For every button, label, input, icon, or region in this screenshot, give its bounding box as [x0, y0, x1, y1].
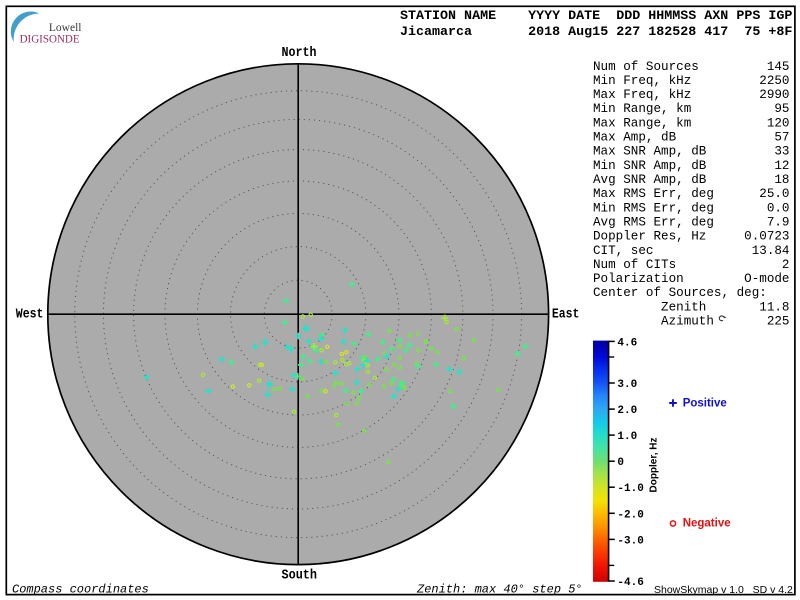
svg-text:Max Freq, kHz 2990: Max Freq, kHz 2990 [593, 88, 790, 102]
svg-text:Min Freq, kHz 2250: Min Freq, kHz 2250 [593, 74, 790, 88]
svg-text:Avg SNR Amp, dB 18: Avg SNR Amp, dB 18 [593, 173, 790, 187]
svg-text:East: East [552, 307, 580, 323]
svg-text:-3.0: -3.0 [617, 535, 643, 547]
svg-text:Max RMS Err, deg 25.0: Max RMS Err, deg 25.0 [593, 187, 790, 201]
svg-text:Num of Sources 145: Num of Sources 145 [593, 60, 790, 74]
svg-text:Min Range, km 95: Min Range, km 95 [593, 102, 790, 116]
svg-text:Positive: Positive [683, 398, 727, 410]
svg-text:-1.0: -1.0 [617, 483, 643, 495]
svg-text:Negative: Negative [683, 518, 731, 530]
svg-text:Avg RMS Err, deg 7.9: Avg RMS Err, deg 7.9 [593, 215, 790, 229]
svg-text:STATION NAME YYYY DATE DDD: STATION NAME YYYY DATE DDD HHMMSS AXN PP… [400, 9, 792, 24]
svg-text:2.0: 2.0 [617, 405, 637, 417]
svg-text:4.6: 4.6 [617, 337, 637, 349]
svg-text:North: North [282, 45, 317, 61]
svg-text:Polarization O-mode: Polarization O-mode [593, 272, 790, 286]
svg-text:-2.0: -2.0 [617, 509, 643, 521]
svg-text:0: 0 [617, 457, 624, 469]
svg-text:-4.6: -4.6 [617, 577, 643, 589]
svg-text:1.0: 1.0 [617, 431, 637, 443]
svg-text:CIT, sec 13.84: CIT, sec 13.84 [593, 244, 790, 258]
svg-text:Center of Sources, deg:: Center of Sources, deg: [593, 286, 767, 300]
svg-text:Num of CITs 2: Num of CITs 2 [593, 258, 790, 272]
svg-text:Min SNR Amp, dB 12: Min SNR Amp, dB 12 [593, 159, 790, 173]
svg-text:Doppler, Hz: Doppler, Hz [649, 437, 660, 492]
svg-text:Zenith 11.8: Zenith 11.8 [593, 300, 790, 314]
svg-text:Min RMS Err, deg 0.0: Min RMS Err, deg 0.0 [593, 201, 790, 215]
svg-text:Jicamarca 2018 Aug15 227: Jicamarca 2018 Aug15 227 182528 417 75 +… [400, 25, 792, 40]
svg-text:West: West [16, 307, 44, 323]
svg-text:Max Range, km 120: Max Range, km 120 [593, 116, 790, 130]
svg-text:Doppler Res, Hz 0.0723: Doppler Res, Hz 0.0723 [593, 230, 790, 244]
svg-text:Zenith: max 40° step 5°: Zenith: max 40° step 5° [416, 583, 583, 597]
svg-text:Azimuth 225: Azimuth 225 [593, 315, 790, 329]
svg-text:DIGISONDE: DIGISONDE [20, 34, 80, 46]
svg-text:Max SNR Amp, dB 33: Max SNR Amp, dB 33 [593, 145, 790, 159]
svg-text:Lowell: Lowell [49, 22, 82, 34]
svg-text:Max Amp, dB 57: Max Amp, dB 57 [593, 131, 790, 145]
svg-text:ShowSkymap v 1.0 SD v 4.2: ShowSkymap v 1.0 SD v 4.2 [654, 584, 793, 596]
svg-text:Compass coordinates: Compass coordinates [12, 583, 149, 597]
svg-text:South: South [282, 568, 318, 584]
svg-text:3.0: 3.0 [617, 379, 637, 391]
